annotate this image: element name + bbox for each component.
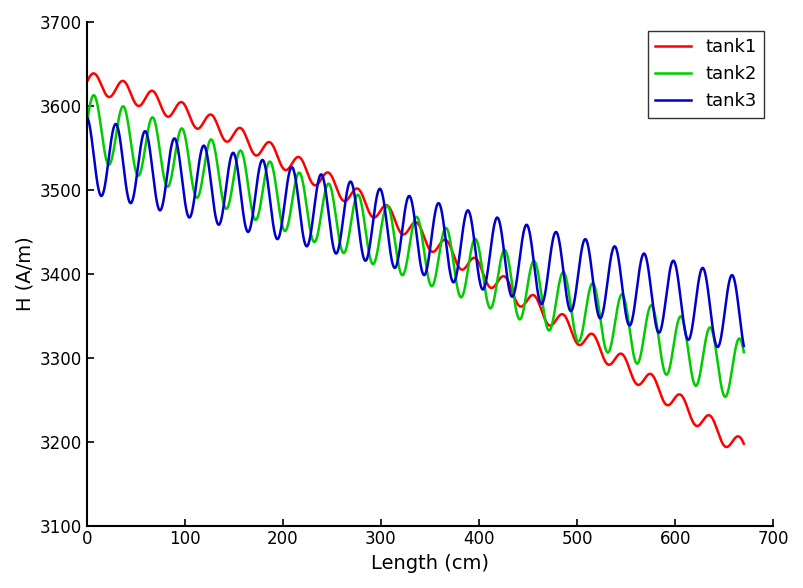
tank1 <box>509 293 519 300</box>
tank3 <box>738 342 748 349</box>
tank1 <box>82 79 92 86</box>
Legend: tank1, tank2, tank3: tank1, tank2, tank3 <box>647 31 764 118</box>
tank1 <box>475 264 485 271</box>
tank3 <box>332 248 342 255</box>
tank3 <box>622 316 631 323</box>
tank2 <box>82 121 92 128</box>
Line: tank3: tank3 <box>87 117 743 347</box>
Line: tank2: tank2 <box>87 95 743 397</box>
tank2 <box>572 337 581 344</box>
tank3 <box>475 282 485 289</box>
tank2 <box>622 308 631 315</box>
tank3 <box>82 113 92 121</box>
tank1 <box>88 70 98 77</box>
tank2 <box>332 228 342 235</box>
tank2 <box>719 393 729 400</box>
Y-axis label: H (A/m): H (A/m) <box>15 236 34 311</box>
tank1 <box>622 359 631 366</box>
tank2 <box>475 256 485 263</box>
tank1 <box>201 115 210 122</box>
tank3 <box>712 343 722 350</box>
tank2 <box>201 152 210 159</box>
X-axis label: Length (cm): Length (cm) <box>370 554 488 573</box>
tank1 <box>572 340 581 347</box>
tank1 <box>332 188 342 195</box>
tank2 <box>738 349 748 356</box>
tank1 <box>721 443 731 450</box>
tank3 <box>508 290 518 298</box>
tank2 <box>89 92 99 99</box>
tank3 <box>572 280 581 287</box>
tank2 <box>509 295 519 302</box>
Line: tank1: tank1 <box>87 74 743 447</box>
tank1 <box>738 440 748 447</box>
tank3 <box>201 146 210 153</box>
